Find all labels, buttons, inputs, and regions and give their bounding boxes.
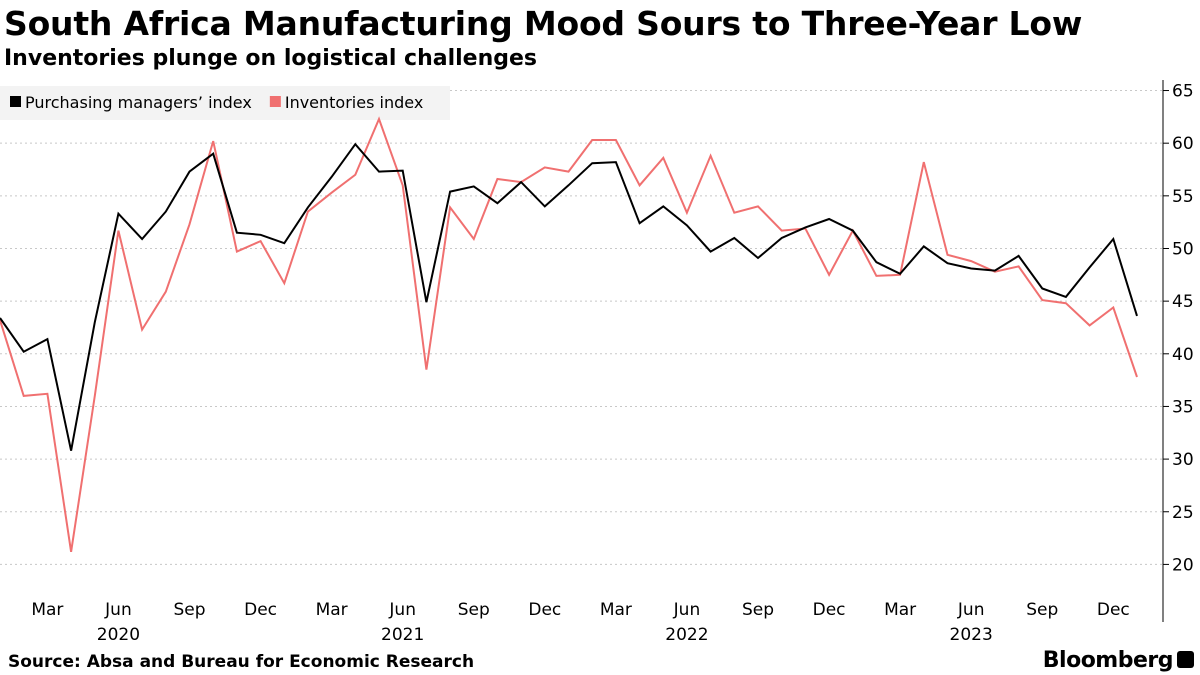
x-tick-label: Jun: [388, 600, 416, 620]
x-tick-label: Mar: [884, 600, 916, 620]
x-year-label: 2022: [665, 625, 708, 645]
axes: 20 25 30 35 40 45 50 55 60 65 Mar Jun Sep Dec Mar Jun Se…: [31, 80, 1194, 645]
legend: Purchasing managers’ index Inventories in…: [0, 86, 450, 120]
legend-swatch: [269, 96, 281, 107]
x-tick-label: Mar: [316, 600, 348, 620]
x-tick-label: Mar: [600, 600, 632, 620]
y-tick-label: 65: [1172, 82, 1194, 102]
y-tick-label: 40: [1172, 345, 1194, 365]
y-tick-label: 45: [1172, 292, 1194, 312]
x-tick-label: Jun: [673, 600, 701, 620]
chart-subtitle: Inventories plunge on logistical challen…: [4, 46, 538, 71]
series-line-pmi: [0, 142, 1138, 451]
y-tick-label: 60: [1172, 134, 1194, 154]
legend-swatch: [10, 96, 21, 107]
series-line-inventories: [0, 116, 1138, 552]
x-tick-label: Sep: [742, 600, 774, 620]
y-tick-label: 25: [1172, 503, 1194, 523]
y-tick-label: 50: [1172, 239, 1194, 259]
x-tick-label: Sep: [458, 600, 490, 620]
x-year-label: 2021: [381, 625, 424, 645]
y-tick-label: 55: [1172, 187, 1194, 207]
bloomberg-terminal-icon: [1177, 651, 1194, 668]
grid-lines: [0, 90, 1163, 565]
legend-background: [0, 86, 450, 120]
x-year-label: 2023: [950, 625, 993, 645]
x-tick-label: Dec: [1097, 600, 1130, 620]
y-tick-label: 30: [1172, 450, 1194, 470]
series-lines: [0, 116, 1138, 552]
y-tick-label: 35: [1172, 397, 1194, 417]
brand-name: Bloomberg: [1042, 648, 1174, 673]
x-tick-label: Dec: [528, 600, 561, 620]
x-tick-label: Jun: [957, 600, 985, 620]
chart-title: South Africa Manufacturing Mood Sours to…: [4, 4, 1083, 43]
x-tick-label: Mar: [31, 600, 63, 620]
x-tick-label: Dec: [244, 600, 277, 620]
legend-label: Purchasing managers’ index: [25, 93, 252, 112]
x-year-label: 2020: [97, 625, 140, 645]
y-tick-label: 20: [1172, 555, 1194, 575]
x-tick-label: Dec: [813, 600, 846, 620]
brand-logo: Bloomberg: [1043, 648, 1194, 673]
x-tick-label: Sep: [1026, 600, 1058, 620]
x-tick-label: Jun: [104, 600, 132, 620]
legend-label: Inventories index: [285, 93, 423, 112]
source-note: Source: Absa and Bureau for Economic Res…: [8, 652, 475, 672]
x-tick-label: Sep: [173, 600, 205, 620]
